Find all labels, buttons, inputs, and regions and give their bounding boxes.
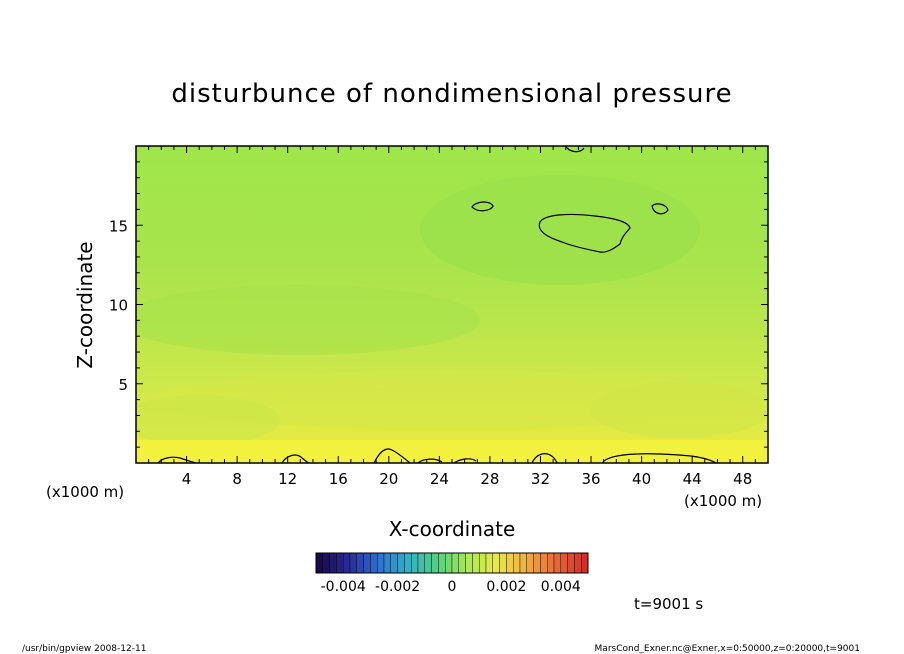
- y-tick-label: 10: [109, 297, 128, 315]
- colorbar-cell: [472, 552, 480, 574]
- colorbar-cell: [499, 552, 507, 574]
- chart-title: disturbunce of nondimensional pressure: [171, 79, 732, 109]
- colorbar-cell: [567, 552, 575, 574]
- colorbar-cell: [322, 552, 330, 574]
- colorbar-cell: [370, 552, 378, 574]
- x-tick-label: 28: [480, 470, 499, 488]
- x-tick-label: 48: [733, 470, 752, 488]
- y-tick-label: 15: [109, 217, 128, 235]
- colorbar-cell: [553, 552, 562, 574]
- colorbar-tick-label: 0.002: [486, 579, 526, 595]
- colorbar-cell: [560, 552, 568, 574]
- colorbar-cell: [581, 552, 589, 574]
- colorbar-cell: [343, 552, 351, 574]
- colorbar-cell: [315, 552, 324, 574]
- colorbar-tick-label: 0: [448, 579, 457, 595]
- colorbar-cell: [411, 552, 419, 574]
- colorbar-cell: [540, 552, 548, 574]
- x-tick-label: 16: [329, 470, 348, 488]
- colorbar-cell: [363, 552, 371, 574]
- colorbar-cell: [336, 552, 344, 574]
- colorbar-cell: [329, 552, 337, 574]
- colorbar-tick-labels: -0.004 -0.002 0 0.002 0.004: [321, 579, 581, 595]
- colorbar-cell: [533, 552, 541, 574]
- field-patch: [136, 395, 280, 445]
- colorbar-cell: [479, 552, 487, 574]
- contour-lines: [157, 146, 717, 463]
- colorbar-cell: [390, 552, 398, 574]
- colorbar-cell: [383, 552, 392, 574]
- colorbar-cell: [397, 552, 405, 574]
- footer-right: MarsCond_Exner.nc@Exner,x=0:50000,z=0:20…: [595, 644, 860, 654]
- x-tick-label: 36: [581, 470, 600, 488]
- colorbar-cell: [485, 552, 494, 574]
- colorbar-tick-label: -0.004: [321, 579, 366, 595]
- x-tick-label: 32: [531, 470, 550, 488]
- colorbar-cell: [519, 552, 528, 574]
- colorbar-cell: [513, 552, 521, 574]
- contour-line: [471, 201, 494, 212]
- colorbar-cell: [506, 552, 514, 574]
- x-tick-label: 8: [232, 470, 242, 488]
- contour-line: [373, 448, 411, 463]
- colorbar-cell: [492, 552, 500, 574]
- colorbar-cell: [438, 552, 446, 574]
- contour-line: [417, 458, 443, 463]
- colorbar-cell: [547, 552, 555, 574]
- colorbar-frame: [315, 552, 589, 574]
- x-axis-ticks: 4 8 12 16 20 24 28 32 36 40 44 48: [148, 146, 756, 488]
- footer-left: /usr/bin/gpview 2008-12-11: [22, 644, 146, 654]
- x-axis-label: X-coordinate: [389, 517, 516, 541]
- time-label: t=9001 s: [634, 595, 703, 613]
- contour-line: [157, 456, 197, 463]
- y-axis-label: Z-coordinate: [73, 241, 97, 368]
- x-tick-label: 4: [182, 470, 192, 488]
- colorbar-cell: [526, 552, 534, 574]
- colorbar-cell: [417, 552, 426, 574]
- x-tick-label: 12: [278, 470, 297, 488]
- x-tick-label: 40: [632, 470, 651, 488]
- contour-line: [565, 146, 585, 153]
- x-unit-right: (x1000 m): [684, 492, 762, 510]
- x-tick-label: 44: [683, 470, 702, 488]
- colorbar-cell: [431, 552, 439, 574]
- colorbar-cell: [574, 552, 582, 574]
- x-unit-left: (x1000 m): [46, 483, 124, 501]
- y-tick-label: 5: [118, 376, 128, 394]
- y-axis-ticks: 5 10 15: [109, 161, 768, 448]
- x-tick-label: 24: [430, 470, 449, 488]
- colorbar-cell: [349, 552, 358, 574]
- x-tick-label: 20: [379, 470, 398, 488]
- contour-line: [651, 203, 669, 215]
- colorbar: [315, 552, 589, 574]
- colorbar-cell: [356, 552, 364, 574]
- contour-line: [538, 213, 631, 253]
- colorbar-tick-label: -0.002: [375, 579, 420, 595]
- colorbar-cell: [445, 552, 453, 574]
- contour-line: [601, 453, 717, 463]
- colorbar-cell: [404, 552, 412, 574]
- colorbar-tick-label: 0.004: [541, 579, 581, 595]
- colorbar-cell: [465, 552, 473, 574]
- colorbar-cell: [451, 552, 460, 574]
- field-patch: [420, 175, 700, 285]
- colorbar-cell: [377, 552, 385, 574]
- field-patch: [590, 382, 768, 438]
- colorbar-cell: [424, 552, 432, 574]
- plot-area: [136, 146, 768, 463]
- field-patch: [136, 285, 480, 355]
- colorbar-cell: [458, 552, 466, 574]
- field-surface-layer: [136, 440, 768, 463]
